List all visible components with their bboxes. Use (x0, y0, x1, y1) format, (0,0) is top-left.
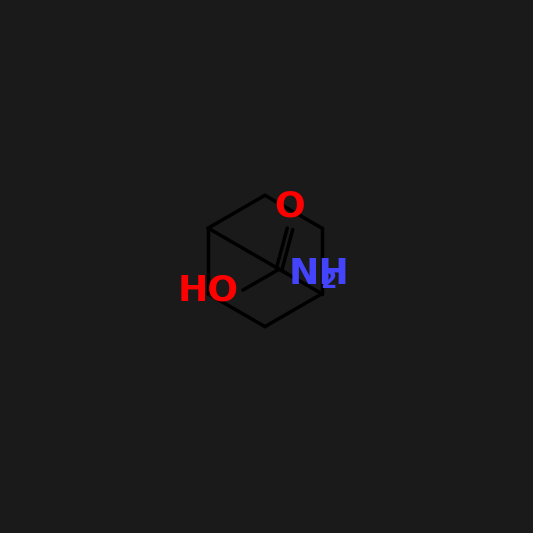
Text: 2: 2 (320, 269, 336, 293)
Text: HO: HO (177, 273, 239, 307)
Text: NH: NH (289, 257, 350, 290)
Text: O: O (274, 190, 305, 224)
